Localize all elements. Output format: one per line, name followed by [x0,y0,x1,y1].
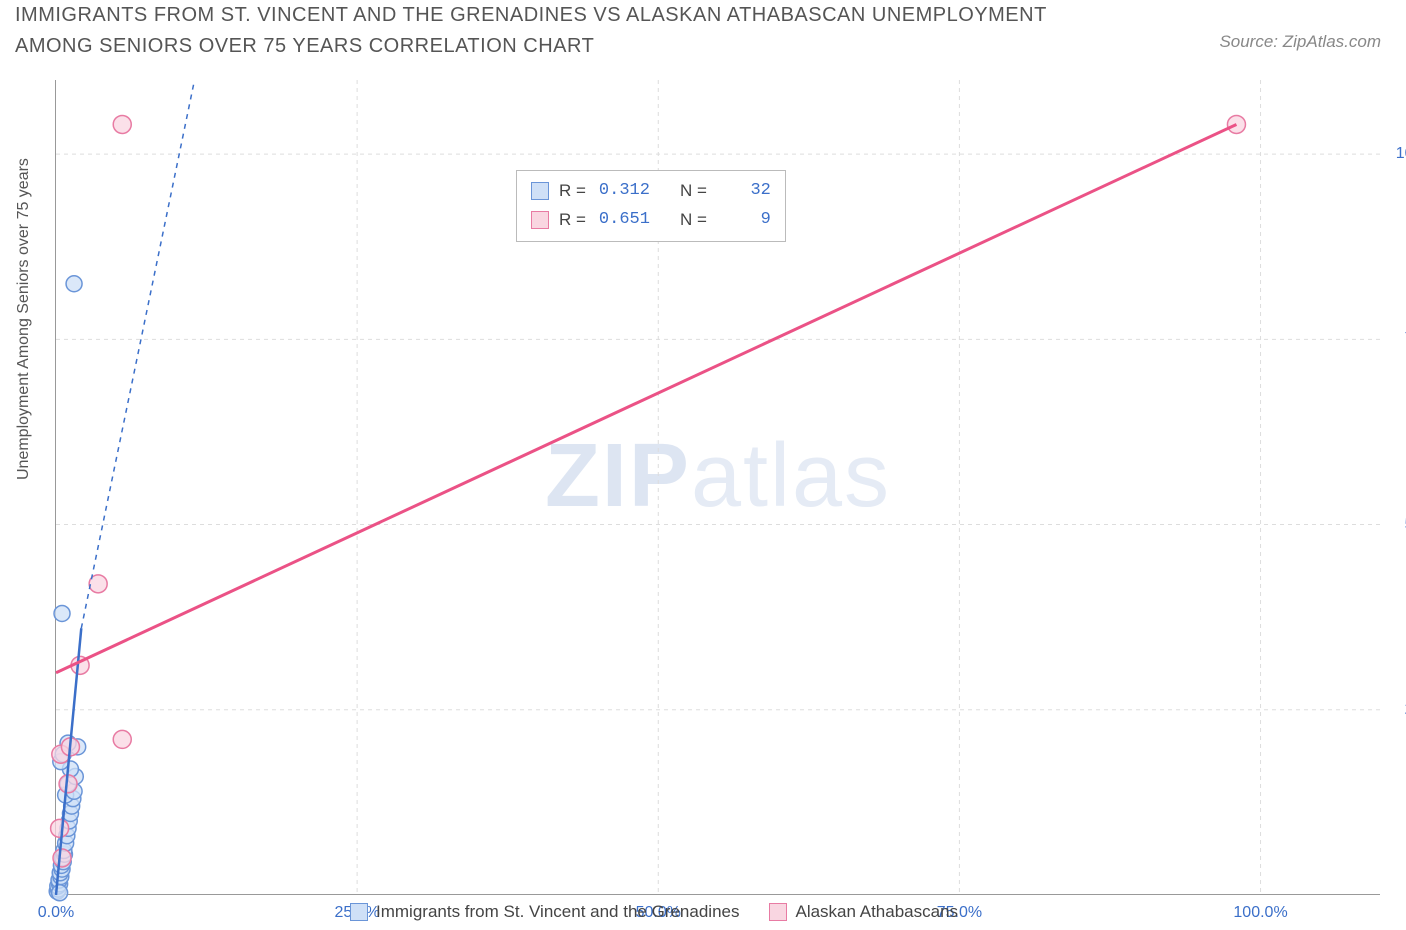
y-tick-label: 75.0% [1390,330,1406,348]
r-value-series1: 0.312 [596,177,650,206]
series2-name: Alaskan Athabascans [795,902,958,922]
n-value-series2: 9 [717,206,771,235]
plot-area: ZIPatlas R = 0.312 N = 32 R = 0.651 [55,80,1380,895]
legend-row-series1: R = 0.312 N = 32 [531,177,771,206]
y-tick-label: 100.0% [1390,145,1406,163]
chart-container: IMMIGRANTS FROM ST. VINCENT AND THE GREN… [0,0,1406,930]
legend-series-names: Immigrants from St. Vincent and the Gren… [350,902,958,922]
legend-item-series2: Alaskan Athabascans [769,902,958,922]
y-axis-label: Unemployment Among Seniors over 75 years [15,158,33,480]
legend-row-series2: R = 0.651 N = 9 [531,206,771,235]
n-value-series1: 32 [717,177,771,206]
legend-item-series1: Immigrants from St. Vincent and the Gren… [350,902,739,922]
n-label: N = [680,177,707,206]
y-tick-label: 25.0% [1390,701,1406,719]
r-label: R = [559,177,586,206]
r-label: R = [559,206,586,235]
swatch-series2-bottom [769,903,787,921]
x-tick-label: 0.0% [38,904,74,922]
swatch-series1-bottom [350,903,368,921]
x-tick-label: 100.0% [1233,904,1287,922]
source-citation: Source: ZipAtlas.com [1219,32,1381,52]
series1-name: Immigrants from St. Vincent and the Gren… [376,902,739,922]
swatch-series1 [531,182,549,200]
n-label: N = [680,206,707,235]
y-tick-label: 50.0% [1390,516,1406,534]
swatch-series2 [531,211,549,229]
r-value-series2: 0.651 [596,206,650,235]
chart-title: IMMIGRANTS FROM ST. VINCENT AND THE GREN… [15,0,1105,62]
legend-stats: R = 0.312 N = 32 R = 0.651 N = 9 [516,170,786,242]
